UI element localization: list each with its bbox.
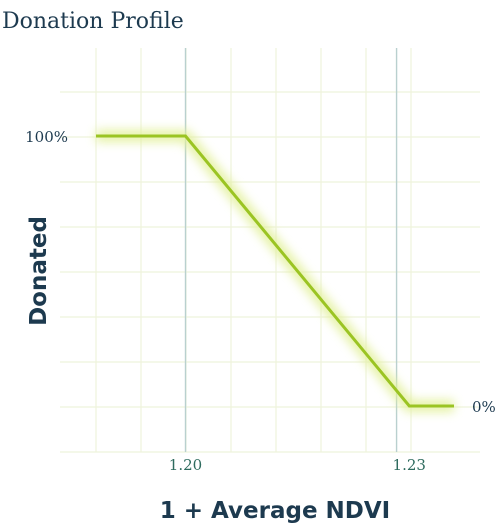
y-tick-labels: 100% 0%: [25, 128, 496, 416]
y-tick-label: 100%: [25, 128, 68, 146]
x-tick-label: 1.23: [393, 456, 426, 474]
y-axis-label: Donated: [26, 216, 52, 326]
x-tick-labels: 1.20 1.23: [169, 456, 426, 474]
reference-lines: [184, 48, 398, 452]
series: [96, 130, 454, 412]
x-axis-label: 1 + Average NDVI: [160, 498, 391, 524]
y-tick-label: 0%: [472, 398, 496, 416]
series-line: [96, 134, 454, 408]
x-tick-label: 1.20: [169, 456, 202, 474]
series-line-glow: [96, 130, 454, 412]
grid: [60, 48, 480, 453]
chart-title: Donation Profile: [2, 9, 184, 34]
